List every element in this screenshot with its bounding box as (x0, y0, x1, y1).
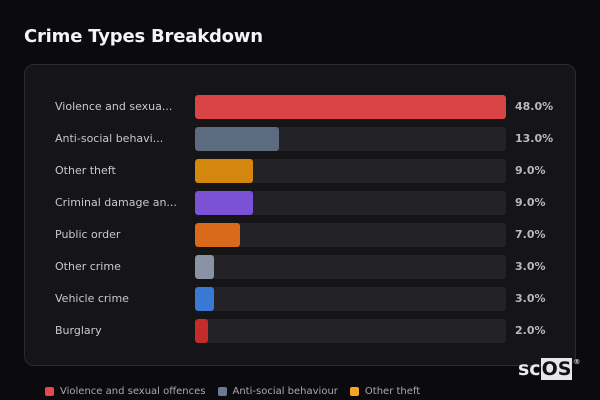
bar-track (195, 319, 506, 343)
bar-row: Other theft 9.0% (25, 159, 575, 183)
bar-label: Anti-social behavi... (55, 132, 164, 145)
bar-track (195, 223, 506, 247)
bar-track (195, 255, 506, 279)
logo-prefix: sc (518, 358, 541, 380)
bar-value: 7.0% (515, 228, 546, 241)
bar-fill[interactable] (195, 191, 254, 215)
bar-track (195, 191, 506, 215)
bar-row: Public order 7.0% (25, 223, 575, 247)
bar-track (195, 95, 506, 119)
bar-label: Other theft (55, 164, 116, 177)
bar-label: Burglary (55, 324, 102, 337)
bar-track (195, 127, 506, 151)
bar-fill[interactable] (195, 319, 208, 343)
bar-label: Criminal damage an... (55, 196, 177, 209)
bar-row: Anti-social behavi... 13.0% (25, 127, 575, 151)
bar-fill[interactable] (195, 255, 215, 279)
bar-row: Violence and sexua... 48.0% (25, 95, 575, 119)
chart-card: Violence and sexua... 48.0% Anti-social be… (24, 64, 576, 366)
bar-row: Burglary 2.0% (25, 319, 575, 343)
bar-value: 2.0% (515, 324, 546, 337)
legend-swatch-icon (45, 387, 54, 396)
bar-value: 9.0% (515, 164, 546, 177)
bar-value: 48.0% (515, 100, 554, 113)
bar-value: 9.0% (515, 196, 546, 209)
bar-fill[interactable] (195, 287, 215, 311)
legend-label: Anti-social behaviour (232, 386, 338, 397)
bar-row: Other crime 3.0% (25, 255, 575, 279)
bar-label: Public order (55, 228, 121, 241)
legend-item[interactable]: Other theft (349, 386, 421, 397)
bar-row: Vehicle crime 3.0% (25, 287, 575, 311)
legend-swatch-icon (349, 387, 359, 396)
legend-item[interactable]: Anti-social behaviour (217, 386, 338, 397)
logo-highlight: OS (540, 358, 573, 380)
page-title: Crime Types Breakdown (24, 26, 263, 47)
bar-value: 3.0% (515, 292, 546, 305)
bar-label: Other crime (55, 260, 121, 273)
bar-label: Violence and sexua... (55, 100, 173, 113)
bar-track (195, 287, 506, 311)
bar-label: Vehicle crime (55, 292, 129, 305)
bar-row: Criminal damage an... 9.0% (25, 191, 575, 215)
registered-mark-icon: ® (573, 358, 581, 366)
legend-swatch-icon (217, 387, 227, 396)
bar-fill[interactable] (195, 159, 254, 183)
bar-fill[interactable] (195, 223, 241, 247)
legend-label: Other theft (364, 386, 421, 397)
bar-value: 13.0% (515, 132, 554, 145)
chart-legend: Violence and sexual offences Anti-social … (45, 386, 432, 397)
legend-label: Violence and sexual offences (60, 386, 206, 397)
scos-logo: sc OS ® (518, 358, 580, 380)
bar-fill[interactable] (195, 127, 280, 151)
bar-value: 3.0% (515, 260, 546, 273)
legend-item[interactable]: Violence and sexual offences (45, 386, 206, 397)
bar-track (195, 159, 506, 183)
bar-fill[interactable] (195, 95, 506, 119)
